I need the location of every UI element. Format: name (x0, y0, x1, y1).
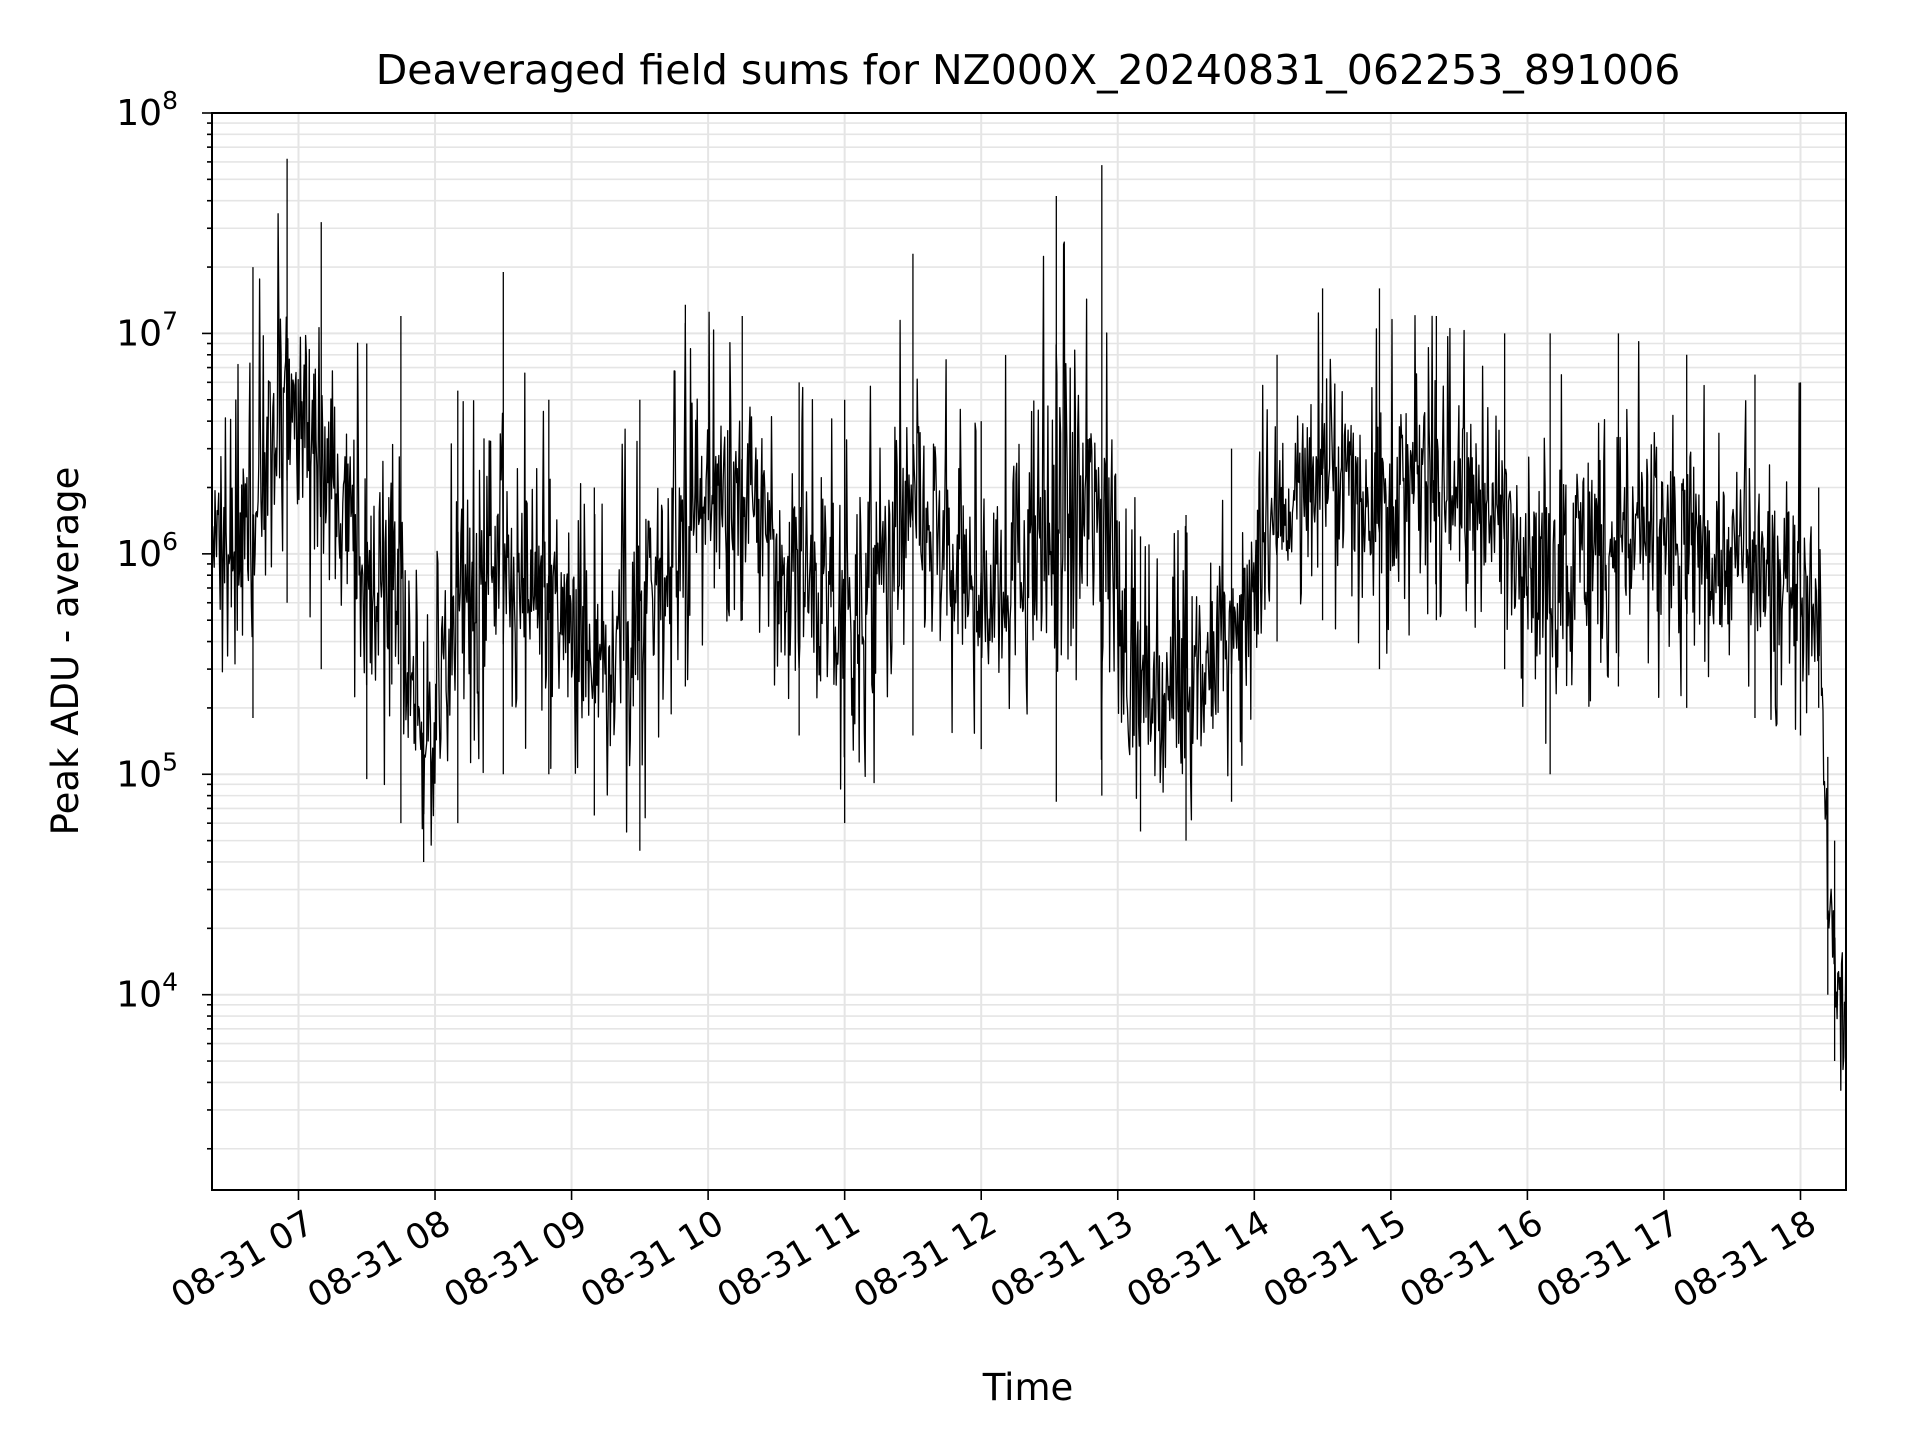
y-tick-base: 10 (116, 93, 162, 134)
y-tick-label: 108 (116, 86, 178, 134)
y-tick-base: 10 (116, 313, 162, 354)
y-tick-exponent: 6 (162, 527, 178, 556)
y-axis-label: Peak ADU - average (44, 467, 87, 836)
plot-frame (211, 112, 1847, 1191)
y-tick-exponent: 8 (162, 86, 178, 115)
y-tick-label: 107 (116, 306, 178, 354)
y-tick-label: 104 (116, 968, 178, 1016)
series-group (211, 158, 1847, 1140)
grid (212, 112, 1846, 1190)
y-tick-label: 105 (116, 747, 178, 795)
y-tick-exponent: 7 (162, 306, 178, 335)
chart-title: Deaveraged field sums for NZ000X_2024083… (376, 46, 1681, 94)
y-tick-base: 10 (116, 754, 162, 795)
y-tick-base: 10 (116, 975, 162, 1016)
x-axis-label: Time (982, 1366, 1074, 1409)
y-tick-exponent: 5 (162, 747, 178, 776)
series-line (211, 213, 1847, 1091)
y-tick-label: 106 (116, 527, 178, 575)
y-tick-base: 10 (116, 534, 162, 575)
y-tick-exponent: 4 (162, 968, 178, 997)
